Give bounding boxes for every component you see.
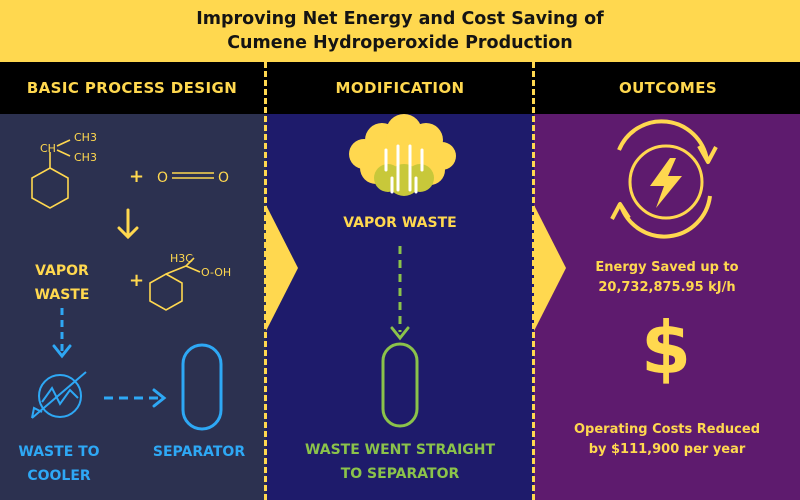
waste-to-cooler-label: WASTE TO COOLER — [2, 440, 116, 488]
vapor-waste-line-2: WASTE — [34, 287, 90, 303]
header-outcomes: OUTCOMES — [536, 62, 800, 114]
dashed-arrow-right-blue — [104, 388, 167, 408]
waste-to-cooler-line-2: COOLER — [27, 468, 91, 484]
hydroperoxide-molecule-icon — [149, 257, 201, 311]
double-bond-icon — [172, 172, 214, 179]
waste-straight-line-2: TO SEPARATOR — [340, 466, 460, 482]
plus-sign-1: + — [129, 166, 144, 187]
arrow-right-1 — [266, 205, 298, 331]
vapor-waste-label: VAPOR WASTE — [14, 259, 110, 307]
header-basic-process-design: BASIC PROCESS DESIGN — [0, 62, 264, 114]
vapor-waste-line-1: VAPOR — [35, 263, 89, 279]
dashed-arrow-down-blue — [52, 308, 72, 359]
energy-saved-line-2: 20,732,875.95 kJ/h — [598, 280, 736, 295]
separator-vessel-green-icon — [381, 342, 419, 428]
separator-label: SEPARATOR — [152, 444, 246, 460]
plus-sign-2: + — [129, 270, 144, 291]
h3c-label: H3C — [170, 252, 193, 265]
costs-reduced-line-2: by $111,900 per year — [588, 442, 746, 457]
ch3-top-label: CH3 — [74, 131, 97, 144]
title-banner: Improving Net Energy and Cost Saving of … — [0, 0, 800, 62]
dashed-arrow-down-green — [390, 246, 410, 341]
separator-vessel-icon — [181, 343, 223, 431]
ch-label: CH — [40, 142, 56, 155]
waste-straight-line-1: WASTE WENT STRAIGHT — [304, 442, 496, 458]
ch3-bottom-label: CH3 — [74, 151, 97, 164]
vapor-waste-mod-label: VAPOR WASTE — [343, 215, 457, 231]
oxygen-left: O — [157, 170, 168, 186]
energy-saved-label: Energy Saved up to 20,732,875.95 kJ/h — [560, 258, 774, 298]
arrow-down-icon — [117, 208, 139, 240]
lightning-bolt-icon — [650, 158, 682, 208]
energy-saved-line-1: Energy Saved up to — [595, 260, 739, 275]
vapor-cloud-icon — [349, 114, 456, 196]
dollar-sign-icon: $ — [640, 306, 692, 390]
cooler-icon — [31, 371, 87, 419]
basic-panel-bg — [0, 114, 266, 500]
column-divider-2 — [532, 62, 535, 500]
column-divider-1 — [264, 62, 267, 500]
arrow-right-2 — [534, 205, 566, 331]
waste-to-cooler-line-1: WASTE TO — [18, 444, 100, 460]
energy-cycle-icon — [610, 119, 718, 239]
header-modification: MODIFICATION — [268, 62, 532, 114]
title-line-1: Improving Net Energy and Cost Saving of — [196, 9, 604, 29]
costs-reduced-label: Operating Costs Reduced by $111,900 per … — [548, 420, 786, 460]
waste-straight-label: WASTE WENT STRAIGHT TO SEPARATOR — [276, 438, 524, 486]
title-line-2: Cumene Hydroperoxide Production — [227, 33, 573, 53]
oxygen-right: O — [218, 170, 229, 186]
cumene-molecule-icon — [31, 139, 71, 209]
hydroperoxy-label: O-OH — [201, 266, 231, 279]
costs-reduced-line-1: Operating Costs Reduced — [573, 422, 761, 437]
